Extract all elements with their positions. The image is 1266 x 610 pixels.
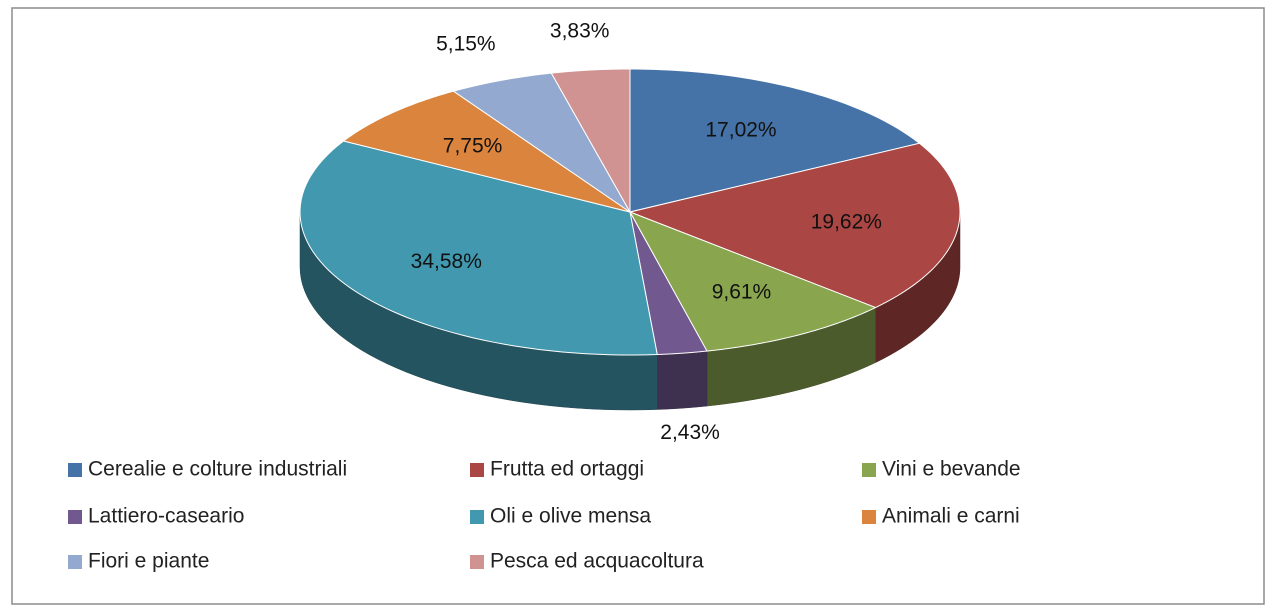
data-label: 3,83% — [550, 19, 610, 42]
legend-label: Oli e olive mensa — [490, 505, 651, 528]
legend-label: Fiori e piante — [88, 550, 209, 573]
data-label: 2,43% — [660, 421, 720, 444]
legend-swatch — [470, 463, 484, 477]
legend-label: Animali e carni — [882, 505, 1020, 528]
legend-swatch — [862, 463, 876, 477]
data-label: 19,62% — [811, 210, 882, 233]
legend-swatch — [68, 555, 82, 569]
slice — [452, 72, 631, 213]
legend-label: Lattiero-caseario — [88, 505, 244, 528]
legend-label: Frutta ed ortaggi — [490, 458, 644, 481]
data-label: 34,58% — [411, 250, 482, 273]
legend-label: Vini e bevande — [882, 458, 1021, 481]
slice — [299, 140, 658, 356]
slice — [342, 90, 631, 213]
legend-swatch — [68, 510, 82, 524]
legend-swatch — [862, 510, 876, 524]
legend-label: Cerealie e colture industriali — [88, 458, 347, 481]
slice — [628, 211, 877, 352]
data-label: 5,15% — [436, 32, 496, 55]
legend-swatch — [470, 555, 484, 569]
legend-swatch — [470, 510, 484, 524]
slice — [629, 68, 921, 213]
slice — [550, 68, 631, 214]
slice — [629, 211, 708, 356]
slice-side — [656, 350, 708, 410]
data-label: 9,61% — [712, 281, 772, 304]
legend-swatch — [68, 463, 82, 477]
data-label: 7,75% — [443, 134, 503, 157]
data-label: 17,02% — [705, 118, 776, 141]
slice — [628, 142, 961, 309]
legend-label: Pesca ed acquacoltura — [490, 550, 704, 573]
